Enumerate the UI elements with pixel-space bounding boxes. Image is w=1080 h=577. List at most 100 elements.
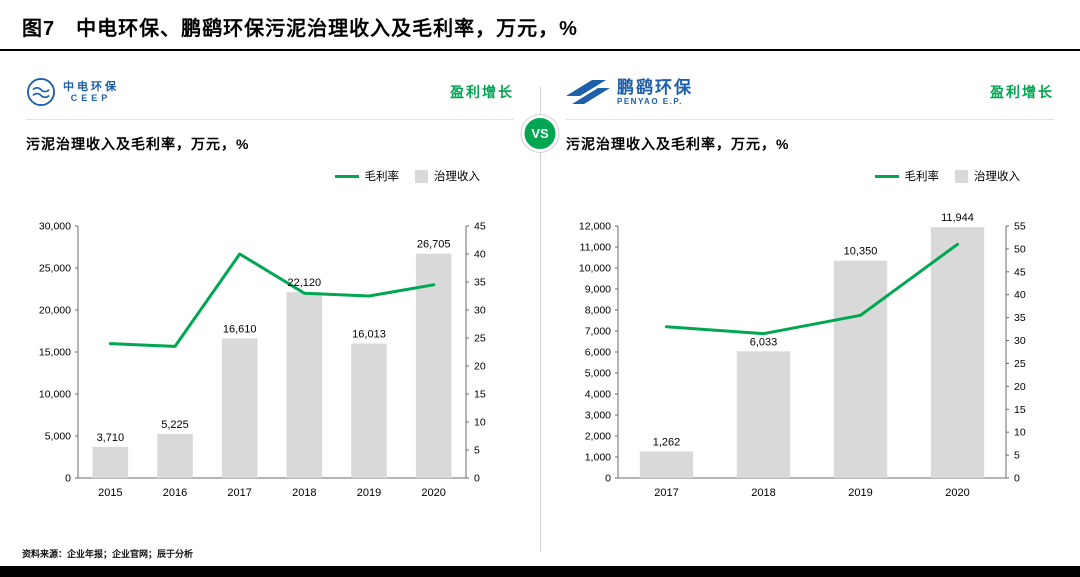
svg-text:10,000: 10,000	[579, 263, 611, 275]
penyao-chart-title: 污泥治理收入及毛利率，万元，%	[566, 136, 790, 152]
penyao-logo-icon	[566, 79, 610, 104]
svg-text:25,000: 25,000	[39, 263, 71, 275]
svg-text:2018: 2018	[292, 487, 316, 499]
panel-divider	[540, 87, 541, 552]
svg-text:3,710: 3,710	[97, 432, 125, 444]
ceep-logo: 中电环保 CEEP	[26, 77, 119, 107]
svg-text:9,000: 9,000	[585, 284, 611, 296]
title-bar: 图7 中电环保、鹏鹞环保污泥治理收入及毛利率，万元，%	[0, 0, 1080, 51]
penyao-logo: 鹏鹞环保 PENYAO E.P.	[566, 78, 693, 107]
svg-text:2019: 2019	[848, 487, 872, 499]
svg-text:5,000: 5,000	[45, 431, 71, 443]
svg-text:25: 25	[474, 333, 486, 345]
svg-text:6,033: 6,033	[750, 336, 778, 348]
legend-item-bar: 治理收入	[415, 168, 480, 184]
svg-text:2020: 2020	[945, 487, 969, 499]
line-swatch-icon	[874, 174, 899, 178]
svg-text:15,000: 15,000	[39, 347, 71, 359]
svg-text:0: 0	[474, 473, 480, 485]
svg-text:1,262: 1,262	[653, 436, 681, 448]
svg-text:2019: 2019	[357, 487, 381, 499]
source-note: 资料来源：企业年报；企业官网；辰于分析	[22, 549, 194, 559]
bar-swatch-icon	[955, 169, 968, 183]
ceep-logo-icon	[27, 78, 55, 106]
svg-text:8,000: 8,000	[585, 305, 611, 317]
footer-bar	[0, 566, 1080, 577]
panels-row: 中电环保 CEEP 盈利增长 污泥治理收入及毛利率，万元，% 毛利率 治理收入	[0, 51, 1080, 556]
svg-text:2020: 2020	[421, 487, 445, 499]
panel-penyao: 鹏鹞环保 PENYAO E.P. 盈利增长 污泥治理收入及毛利率，万元，% 毛利…	[540, 51, 1080, 556]
svg-text:20: 20	[1014, 381, 1026, 393]
svg-text:26,705: 26,705	[417, 239, 451, 251]
svg-text:7,000: 7,000	[585, 326, 611, 338]
svg-text:40: 40	[474, 249, 486, 261]
svg-text:4,000: 4,000	[585, 389, 611, 401]
svg-text:2016: 2016	[163, 487, 187, 499]
ceep-chart-area: 0 5,000 10,000 15,000 20,000 25,000 30,000 0 5 10…	[26, 190, 514, 513]
svg-text:10,350: 10,350	[844, 246, 878, 258]
legend-bar-label: 治理收入	[434, 171, 480, 183]
svg-text:6,000: 6,000	[585, 347, 611, 359]
svg-text:16,610: 16,610	[223, 323, 257, 335]
svg-text:30: 30	[1014, 335, 1026, 347]
penyao-chart-area: 0 1,000 2,000 3,000 4,000 5,000 6,000 7,000 8,00…	[566, 190, 1054, 513]
ceep-bar-line-chart: 0 5,000 10,000 15,000 20,000 25,000 30,000 0 5 10…	[39, 221, 486, 500]
svg-text:35: 35	[1014, 312, 1026, 324]
svg-text:35: 35	[474, 277, 486, 289]
svg-text:20,000: 20,000	[39, 305, 71, 317]
svg-text:20: 20	[474, 361, 486, 373]
svg-text:0: 0	[1014, 473, 1020, 485]
svg-text:40: 40	[1014, 289, 1026, 301]
legend-bar-label: 治理收入	[974, 171, 1020, 183]
svg-text:5: 5	[1014, 450, 1020, 462]
penyao-logo-sub: PENYAO E.P.	[617, 97, 683, 107]
vs-badge: VS	[521, 115, 559, 152]
svg-text:12,000: 12,000	[579, 221, 611, 233]
svg-text:16,013: 16,013	[352, 328, 386, 340]
svg-text:2015: 2015	[98, 487, 122, 499]
svg-text:2,000: 2,000	[585, 431, 611, 443]
penyao-tagline: 盈利增长	[990, 84, 1054, 100]
svg-text:10: 10	[1014, 427, 1026, 439]
svg-text:2017: 2017	[654, 487, 678, 499]
svg-text:15: 15	[1014, 404, 1026, 416]
svg-text:5,225: 5,225	[161, 419, 189, 431]
svg-text:11,944: 11,944	[941, 212, 974, 224]
legend-line-label: 毛利率	[904, 171, 940, 183]
svg-text:2018: 2018	[751, 487, 775, 499]
bar-swatch-icon	[415, 169, 428, 183]
svg-text:5: 5	[474, 445, 480, 457]
svg-text:45: 45	[1014, 266, 1026, 278]
panel-ceep-header: 中电环保 CEEP 盈利增长	[26, 77, 514, 120]
svg-text:5,000: 5,000	[585, 368, 611, 380]
svg-text:10,000: 10,000	[39, 389, 71, 401]
legend-item-bar: 治理收入	[955, 168, 1020, 184]
page-title: 图7 中电环保、鹏鹞环保污泥治理收入及毛利率，万元，%	[22, 18, 578, 40]
panel-penyao-header: 鹏鹞环保 PENYAO E.P. 盈利增长	[566, 77, 1054, 120]
svg-text:2017: 2017	[227, 487, 251, 499]
svg-text:15: 15	[474, 389, 486, 401]
legend-line-label: 毛利率	[364, 171, 400, 183]
svg-text:50: 50	[1014, 243, 1026, 255]
svg-text:25: 25	[1014, 358, 1026, 370]
svg-text:0: 0	[605, 473, 611, 485]
svg-text:30: 30	[474, 305, 486, 317]
ceep-chart-title: 污泥治理收入及毛利率，万元，%	[26, 136, 250, 152]
legend-item-line: 毛利率	[874, 168, 940, 184]
svg-text:1,000: 1,000	[585, 452, 611, 464]
svg-text:30,000: 30,000	[39, 221, 71, 233]
legend-item-line: 毛利率	[334, 168, 400, 184]
line-swatch-icon	[334, 174, 359, 178]
svg-text:0: 0	[65, 473, 71, 485]
svg-text:3,000: 3,000	[585, 410, 611, 422]
svg-text:55: 55	[1014, 221, 1026, 233]
svg-text:45: 45	[474, 221, 486, 233]
ceep-tagline: 盈利增长	[450, 84, 514, 100]
ceep-logo-name: 中电环保	[63, 80, 119, 93]
penyao-logo-name: 鹏鹞环保	[617, 77, 693, 97]
svg-text:11,000: 11,000	[580, 242, 611, 254]
penyao-legend: 毛利率 治理收入	[566, 168, 1020, 184]
ceep-legend: 毛利率 治理收入	[26, 168, 480, 184]
penyao-bar-line-chart: 0 1,000 2,000 3,000 4,000 5,000 6,000 7,000 8,00…	[579, 212, 1026, 499]
